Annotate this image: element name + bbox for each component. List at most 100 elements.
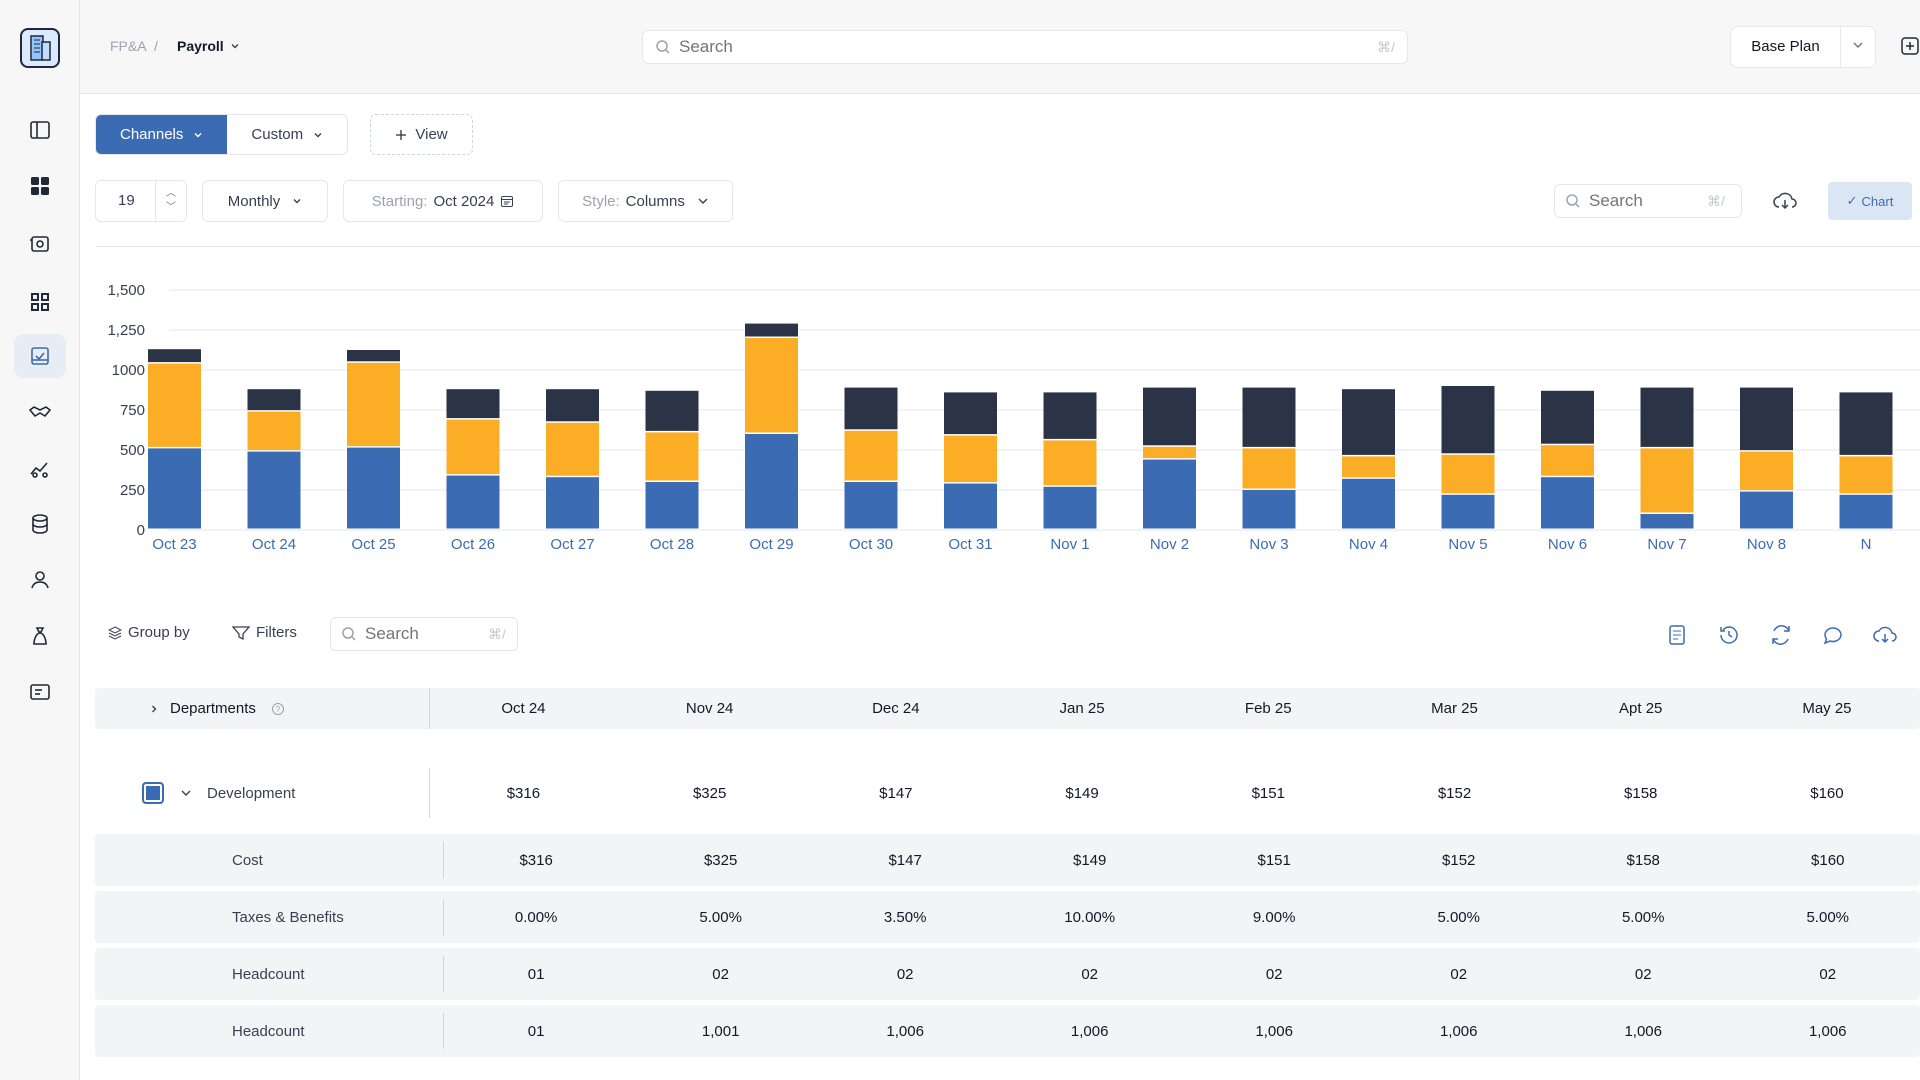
table-cell[interactable]: 02 [896, 965, 914, 983]
table-cell[interactable]: 01 [527, 965, 545, 983]
table-cell[interactable]: $147 [888, 851, 922, 869]
table-cell[interactable]: 5.00% [1806, 908, 1850, 926]
table-cell[interactable]: 9.00% [1252, 908, 1296, 926]
comment-icon[interactable] [1821, 623, 1845, 647]
x-tick-label: Nov 4 [1349, 536, 1388, 553]
table-cell[interactable]: 1,006 [886, 1022, 924, 1040]
plan-selector[interactable]: Base Plan [1730, 26, 1876, 68]
table-cell[interactable]: $149 [1072, 851, 1107, 869]
x-tick-label: Oct 28 [650, 536, 694, 553]
breadcrumb-current[interactable]: Payroll [177, 38, 240, 54]
bar-segment [446, 419, 500, 475]
table-cell[interactable]: 02 [1634, 965, 1652, 983]
chevron-down-icon[interactable]: ﹀ [166, 202, 176, 213]
table-cell[interactable]: 02 [1081, 965, 1099, 983]
table-cell: $151 [1251, 784, 1285, 802]
apps-icon[interactable] [14, 280, 66, 324]
chart-search[interactable]: ⌘/ [1554, 184, 1742, 218]
table-cell[interactable]: 01 [527, 1022, 545, 1040]
table-cell[interactable]: 1,006 [1070, 1022, 1109, 1040]
company-logo[interactable] [20, 28, 60, 68]
table-row: Headcount 01 1,001 1,006 1,006 1,006 1,0… [95, 1005, 1920, 1057]
panel-toggle-icon[interactable] [14, 108, 66, 152]
table-cell[interactable]: 02 [1450, 965, 1468, 983]
table-cell[interactable]: 1,006 [1439, 1022, 1478, 1040]
table-cell[interactable]: 3.50% [883, 908, 927, 926]
notes-icon[interactable] [1665, 623, 1689, 647]
stepper-arrows[interactable]: ︿ ﹀ [156, 187, 186, 215]
bar-segment [148, 349, 201, 363]
table-cell[interactable]: 1,001 [701, 1022, 740, 1040]
frequency-value: Monthly [227, 192, 281, 210]
table-cell[interactable]: $158 [1626, 851, 1660, 869]
dimension-header[interactable]: Departments ? [95, 688, 431, 729]
table-cell[interactable]: 5.00% [1621, 908, 1665, 926]
handshake-icon[interactable] [14, 390, 66, 434]
plan-dropdown-button[interactable] [1841, 38, 1875, 56]
table-cell[interactable]: 02 [1265, 965, 1283, 983]
y-tick-label: 250 [120, 482, 145, 499]
table-cell[interactable]: 10.00% [1064, 908, 1116, 926]
bar-segment [247, 411, 301, 451]
start-date-picker[interactable]: Starting: Oct 2024 [343, 180, 543, 222]
add-square-icon[interactable] [1900, 36, 1920, 56]
dashboard-icon[interactable] [14, 164, 66, 208]
chevron-down-icon[interactable] [180, 787, 192, 799]
cloud-download-icon[interactable] [1772, 190, 1798, 212]
history-icon[interactable] [1717, 623, 1741, 647]
y-tick-label: 1,250 [107, 322, 145, 339]
chart-search-input[interactable] [1589, 191, 1699, 211]
table-cell[interactable]: $316 [519, 851, 553, 869]
table-search[interactable]: ⌘/ [330, 617, 518, 651]
frequency-select[interactable]: Monthly [202, 180, 328, 222]
period-count-value[interactable]: 19 [96, 181, 156, 221]
global-search-input[interactable] [679, 37, 1378, 57]
reports-icon[interactable] [14, 222, 66, 266]
global-search[interactable]: ⌘/ [642, 30, 1408, 64]
row-label: Cost [95, 842, 444, 878]
bar-segment [1342, 389, 1395, 455]
chevron-right-icon[interactable] [149, 704, 159, 714]
divider [95, 246, 1920, 247]
table-cell[interactable]: 0.00% [514, 908, 558, 926]
table-cell[interactable]: $151 [1257, 851, 1291, 869]
table-cell[interactable]: 5.00% [1437, 908, 1480, 926]
group-by-button[interactable]: Group by [108, 624, 190, 641]
table-cell[interactable]: 1,006 [1624, 1022, 1662, 1040]
help-icon[interactable]: ? [271, 702, 285, 716]
tab-channels[interactable]: Channels [96, 115, 228, 154]
table-cell[interactable]: 1,006 [1808, 1022, 1847, 1040]
group-label-cell: Development [95, 768, 431, 818]
payroll-icon[interactable] [14, 334, 66, 378]
period-count-stepper[interactable]: 19 ︿ ﹀ [95, 180, 187, 222]
filters-button[interactable]: Filters [232, 624, 297, 641]
money-bag-icon[interactable] [14, 614, 66, 658]
table-cell[interactable]: 1,006 [1255, 1022, 1293, 1040]
column-header: Oct 24 [501, 700, 546, 717]
table-search-input[interactable] [365, 624, 480, 644]
breadcrumb-root[interactable]: FP&A [110, 38, 147, 54]
refresh-icon[interactable] [1769, 623, 1793, 647]
table-cell[interactable]: 5.00% [699, 908, 742, 926]
table-cell[interactable]: 02 [712, 965, 729, 983]
user-money-icon[interactable] [14, 558, 66, 602]
group-checkbox[interactable] [142, 782, 164, 804]
add-view-button[interactable]: View [370, 114, 473, 155]
column-header: Dec 24 [872, 700, 920, 717]
billing-icon[interactable] [14, 670, 66, 714]
analytics-icon[interactable] [14, 446, 66, 490]
bar-segment [944, 392, 997, 435]
search-shortcut: ⌘/ [1377, 38, 1395, 55]
column-header: Jan 25 [1059, 700, 1105, 717]
table-cell[interactable]: $152 [1442, 851, 1476, 869]
table-cell[interactable]: $325 [703, 851, 738, 869]
table-cell[interactable]: 02 [1819, 965, 1837, 983]
chart-style-select[interactable]: Style: Columns [558, 180, 733, 222]
tab-custom[interactable]: Custom [227, 115, 347, 154]
cloud-download-icon[interactable] [1873, 623, 1897, 647]
table-cell[interactable]: $160 [1811, 851, 1845, 869]
chart-toggle-button[interactable]: ✓ Chart [1828, 182, 1912, 220]
chevron-up-icon[interactable]: ︿ [166, 188, 176, 199]
database-icon[interactable] [14, 502, 66, 546]
bar-segment [1640, 514, 1694, 529]
